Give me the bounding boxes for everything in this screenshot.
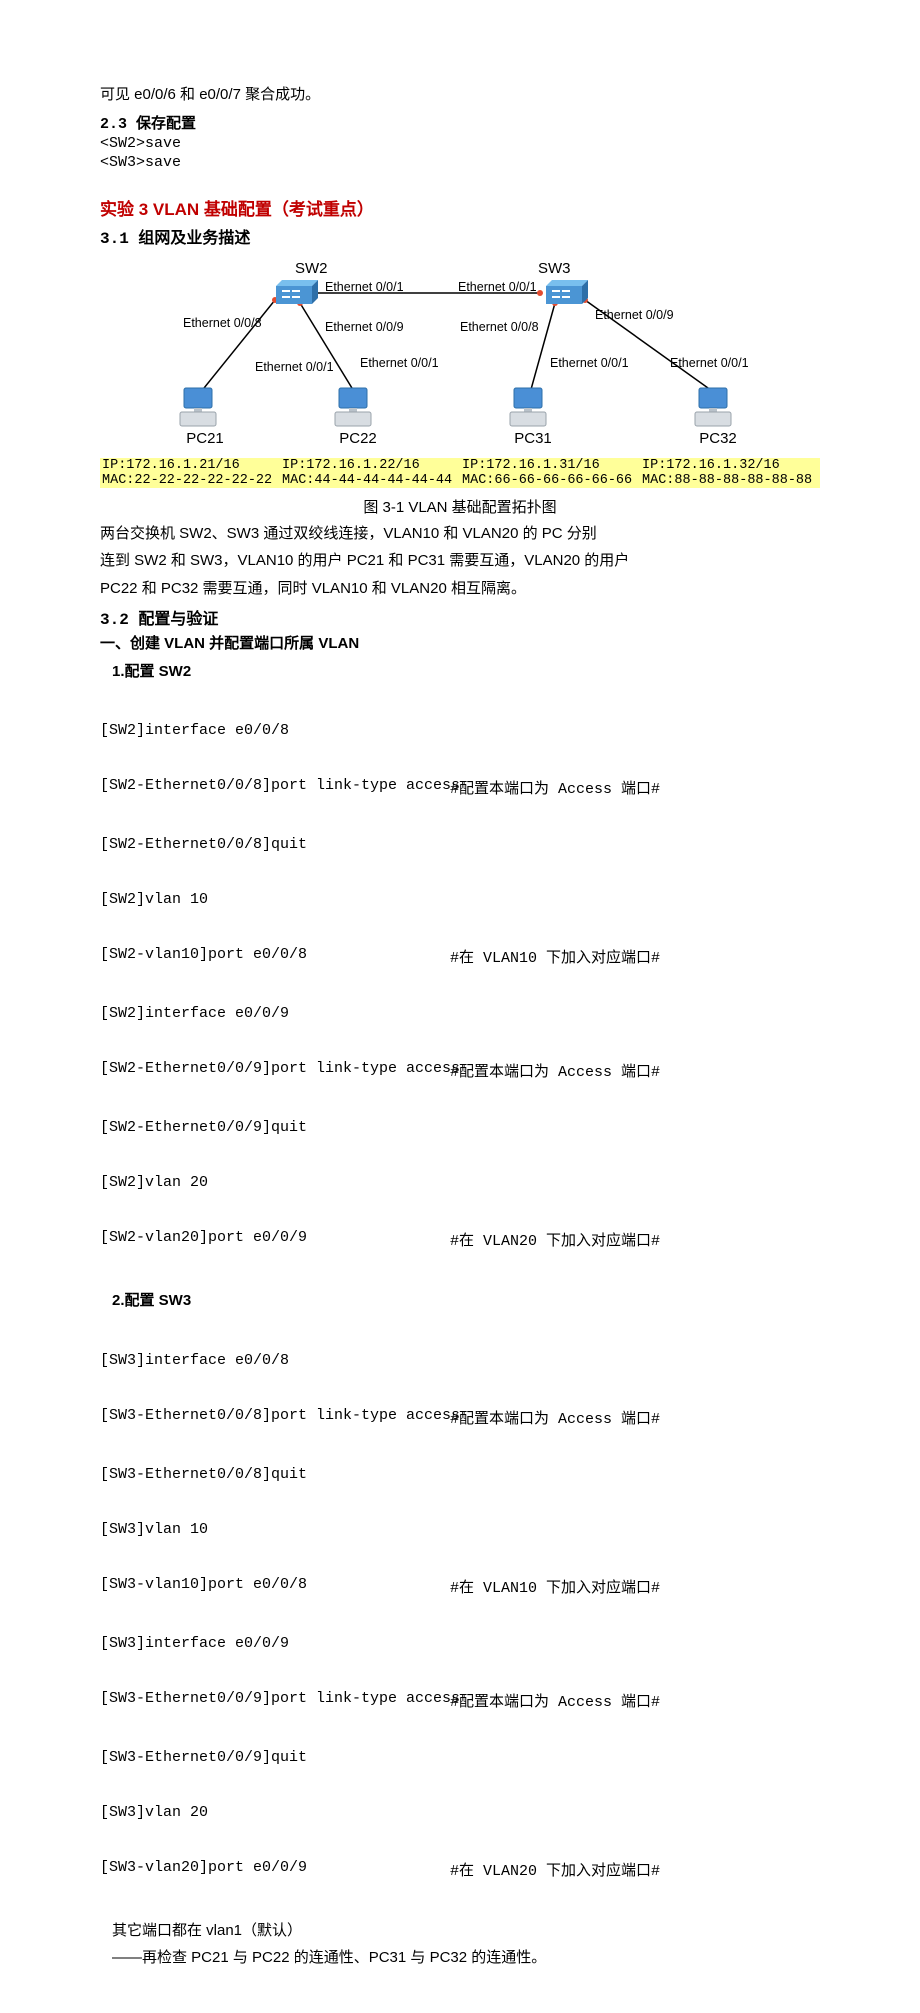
sw3-c9: [SW3-vlan20]port e0/0/9: [100, 1859, 450, 1880]
sw2-c7: [SW2-Ethernet0/0/9]quit: [100, 1119, 450, 1136]
pc21-ip: IP:172.16.1.21/16: [102, 458, 278, 473]
sw3-c6: [SW3-Ethernet0/0/9]port link-type access: [100, 1690, 450, 1711]
pc32-port: Ethernet 0/0/1: [670, 356, 749, 370]
desc-line-1: 两台交换机 SW2、SW3 通过双绞线连接，VLAN10 和 VLAN20 的 …: [100, 521, 820, 547]
sw2-config-title: 1.配置 SW2: [112, 659, 820, 685]
desc-line-2: 连到 SW2 和 SW3，VLAN10 的用户 PC21 和 PC31 需要互通…: [100, 548, 820, 574]
sw2-c1: [SW2-Ethernet0/0/8]port link-type access: [100, 777, 450, 798]
pc32-icon: [693, 386, 739, 430]
sw3-config-title: 2.配置 SW3: [112, 1288, 820, 1314]
sw2-c6-comment: #配置本端口为 Access 端口#: [450, 1060, 820, 1081]
sw2-port-001: Ethernet 0/0/1: [325, 280, 404, 294]
pc22-mac: MAC:44-44-44-44-44-44: [282, 473, 458, 488]
pc21-port: Ethernet 0/0/1: [255, 360, 334, 374]
sw3-c2: [SW3-Ethernet0/0/8]quit: [100, 1466, 450, 1483]
step1-title: 一、创建 VLAN 并配置端口所属 VLAN: [100, 631, 820, 657]
sw3-c9-comment: #在 VLAN20 下加入对应端口#: [450, 1859, 820, 1880]
sw2-c4-comment: #在 VLAN10 下加入对应端口#: [450, 946, 820, 967]
sw3-c4: [SW3-vlan10]port e0/0/8: [100, 1576, 450, 1597]
pc31-icon: [508, 386, 554, 430]
sw3-c1-comment: #配置本端口为 Access 端口#: [450, 1407, 820, 1428]
tail-line-1: 其它端口都在 vlan1（默认）: [112, 1918, 820, 1944]
sw2-c5: [SW2]interface e0/0/9: [100, 1005, 450, 1022]
pc32-label: PC32: [688, 430, 748, 447]
cmd-save-sw2: <SW2>save: [100, 135, 820, 152]
sw2-c6: [SW2-Ethernet0/0/9]port link-type access: [100, 1060, 450, 1081]
sw3-c3: [SW3]vlan 10: [100, 1521, 450, 1538]
pc21-icon: [178, 386, 224, 430]
intro-line: 可见 e0/0/6 和 e0/0/7 聚合成功。: [100, 82, 820, 108]
sw3-c4-comment: #在 VLAN10 下加入对应端口#: [450, 1576, 820, 1597]
pc21-label: PC21: [175, 430, 235, 447]
sw3-c8: [SW3]vlan 20: [100, 1804, 450, 1821]
sw2-c4: [SW2-vlan10]port e0/0/8: [100, 946, 450, 967]
sw3-port-009: Ethernet 0/0/9: [595, 308, 674, 322]
sw3-c5: [SW3]interface e0/0/9: [100, 1635, 450, 1652]
sw3-label: SW3: [538, 260, 571, 277]
pc31-label: PC31: [503, 430, 563, 447]
sw2-port-008: Ethernet 0/0/8: [183, 316, 262, 330]
ip-row: IP:172.16.1.21/16MAC:22-22-22-22-22-22 I…: [100, 458, 820, 488]
sw2-c9-comment: #在 VLAN20 下加入对应端口#: [450, 1229, 820, 1250]
pc31-port: Ethernet 0/0/1: [550, 356, 629, 370]
sw2-c3: [SW2]vlan 10: [100, 891, 450, 908]
sw3-c1: [SW3-Ethernet0/0/8]port link-type access: [100, 1407, 450, 1428]
sw2-c1-comment: #配置本端口为 Access 端口#: [450, 777, 820, 798]
switch-sw2-icon: [270, 280, 318, 310]
switch-sw3-icon: [540, 280, 588, 310]
sw3-port-001: Ethernet 0/0/1: [458, 280, 537, 294]
sw2-port-009: Ethernet 0/0/9: [325, 320, 404, 334]
pc22-port: Ethernet 0/0/1: [360, 356, 439, 370]
pc22-icon: [333, 386, 379, 430]
pc31-mac: MAC:66-66-66-66-66-66: [462, 473, 638, 488]
figure-caption: 图 3-1 VLAN 基础配置拓扑图: [100, 496, 820, 517]
sw2-c2: [SW2-Ethernet0/0/8]quit: [100, 836, 450, 853]
sw3-port-008: Ethernet 0/0/8: [460, 320, 539, 334]
sw3-c0: [SW3]interface e0/0/8: [100, 1352, 450, 1369]
sw2-c0: [SW2]interface e0/0/8: [100, 722, 450, 739]
pc21-mac: MAC:22-22-22-22-22-22: [102, 473, 278, 488]
sw3-c7: [SW3-Ethernet0/0/9]quit: [100, 1749, 450, 1766]
pc32-mac: MAC:88-88-88-88-88-88: [642, 473, 818, 488]
sw2-label: SW2: [295, 260, 328, 277]
tail-line-2: ——再检查 PC21 与 PC22 的连通性、PC31 与 PC32 的连通性。: [112, 1945, 820, 1971]
sw3-c6-comment: #配置本端口为 Access 端口#: [450, 1690, 820, 1711]
cmd-save-sw3: <SW3>save: [100, 154, 820, 171]
pc22-label: PC22: [328, 430, 388, 447]
pc32-ip: IP:172.16.1.32/16: [642, 458, 818, 473]
pc22-ip: IP:172.16.1.22/16: [282, 458, 458, 473]
sw2-c8: [SW2]vlan 20: [100, 1174, 450, 1191]
heading-2-3: 2.3 保存配置: [100, 112, 820, 133]
sw2-c9: [SW2-vlan20]port e0/0/9: [100, 1229, 450, 1250]
heading-3-1: 3.1 组网及业务描述: [100, 224, 820, 248]
heading-exp3: 实验 3 VLAN 基础配置（考试重点）: [100, 195, 820, 220]
desc-line-3: PC22 和 PC32 需要互通，同时 VLAN10 和 VLAN20 相互隔离…: [100, 576, 820, 602]
topology-diagram: SW2 SW3 Ethernet 0/0/1 Ethernet 0/0/1 Et…: [100, 258, 820, 458]
pc31-ip: IP:172.16.1.31/16: [462, 458, 638, 473]
heading-3-2: 3.2 配置与验证: [100, 605, 820, 629]
